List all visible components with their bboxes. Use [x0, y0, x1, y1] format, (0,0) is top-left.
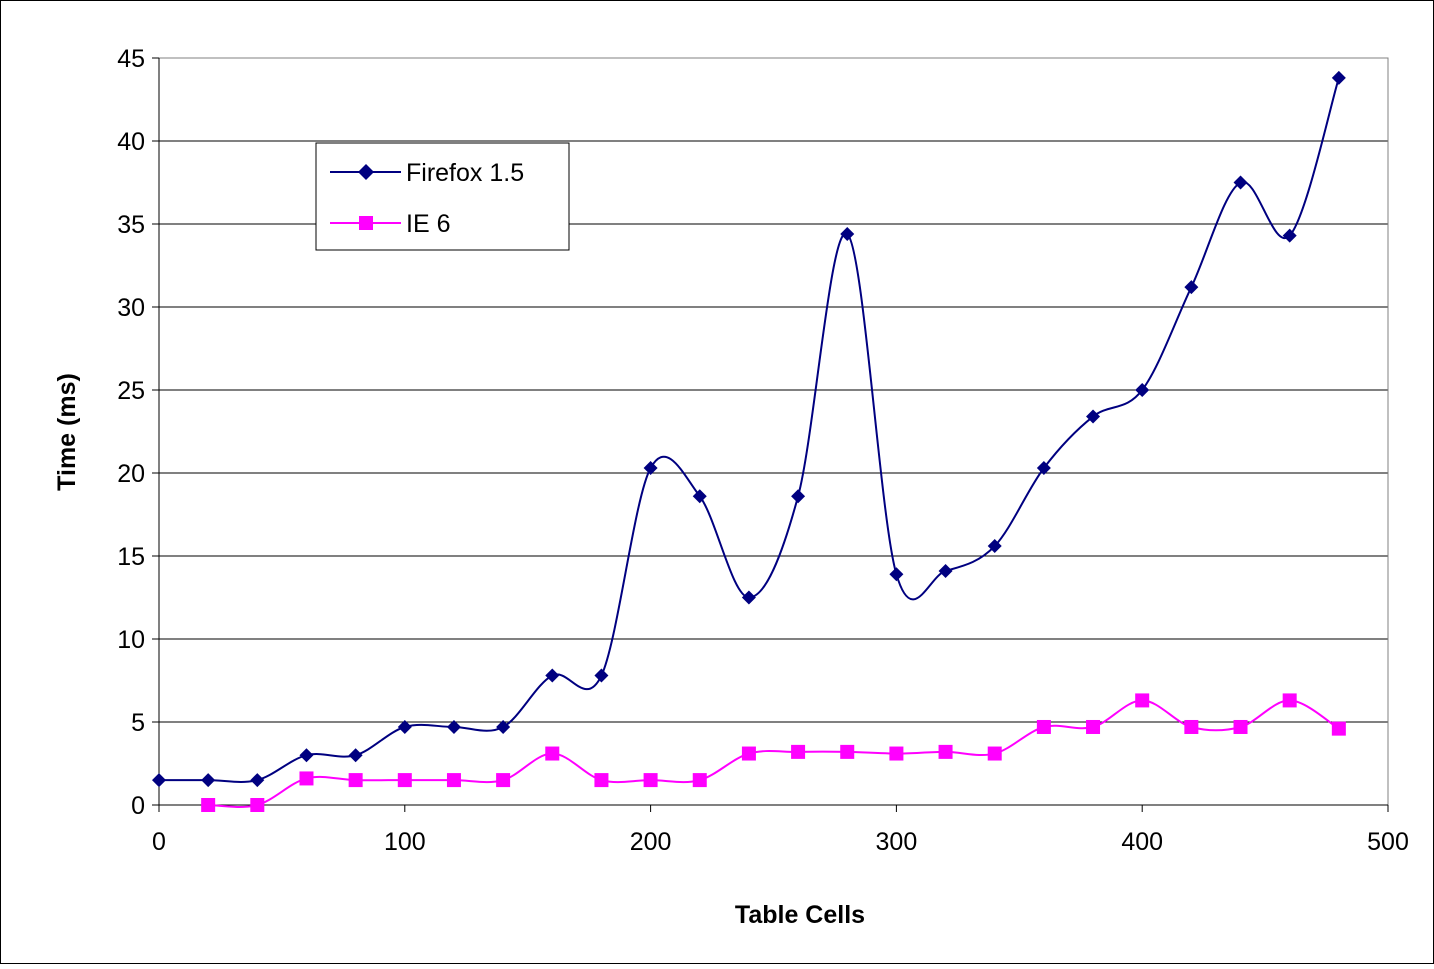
data-point-firefox	[446, 719, 461, 734]
x-tick-label: 0	[152, 828, 166, 856]
legend-marker-ie	[359, 216, 373, 230]
data-point-firefox	[594, 668, 609, 683]
y-tick-label: 5	[131, 709, 145, 737]
data-point-ie	[1086, 719, 1101, 734]
data-point-ie	[643, 773, 658, 788]
data-point-firefox	[201, 773, 216, 788]
y-tick-label: 45	[117, 45, 145, 73]
y-tick-label: 15	[117, 543, 145, 571]
y-tick-label: 10	[117, 626, 145, 654]
x-axis: 0 100 200 300 400 500	[152, 804, 1409, 856]
data-point-firefox	[692, 489, 707, 504]
data-point-ie	[987, 746, 1002, 761]
legend-marker-firefox	[358, 164, 374, 180]
data-point-ie	[1184, 719, 1199, 734]
data-point-firefox	[1233, 175, 1248, 190]
data-point-firefox	[840, 226, 855, 241]
y-tick-label: 0	[131, 792, 145, 820]
data-point-ie	[446, 773, 461, 788]
data-point-firefox	[496, 719, 511, 734]
data-point-firefox	[889, 567, 904, 582]
data-point-firefox	[545, 668, 560, 683]
data-point-ie	[250, 798, 265, 812]
legend: Firefox 1.5 IE 6	[315, 142, 570, 251]
y-tick-label: 25	[117, 377, 145, 405]
data-point-ie	[545, 746, 560, 761]
series-firefox	[152, 70, 1346, 788]
data-point-firefox	[1135, 383, 1150, 397]
data-point-firefox	[938, 563, 953, 578]
data-point-firefox	[250, 773, 265, 788]
x-tick-label: 500	[1367, 828, 1409, 856]
series-layer	[152, 70, 1346, 812]
data-point-ie	[496, 773, 511, 788]
y-axis: 0 5 10 15 20 25 30 35 40 45	[117, 45, 160, 820]
data-point-ie	[1331, 721, 1346, 736]
x-tick-label: 300	[876, 828, 918, 856]
x-tick-label: 200	[630, 828, 672, 856]
data-point-ie	[397, 773, 412, 788]
y-tick-label: 40	[117, 128, 145, 156]
data-point-ie	[594, 773, 609, 788]
data-point-ie	[1282, 693, 1297, 708]
data-point-firefox	[1036, 461, 1051, 476]
data-point-ie	[1036, 719, 1051, 734]
data-point-firefox	[741, 590, 756, 605]
legend-label-ie: IE 6	[406, 210, 450, 238]
data-point-firefox	[1331, 70, 1346, 85]
data-point-ie	[889, 746, 904, 761]
x-axis-title: Table Cells	[735, 901, 865, 929]
data-point-ie	[348, 773, 363, 788]
data-point-ie	[791, 744, 806, 759]
data-point-firefox	[1184, 280, 1199, 295]
data-point-firefox	[987, 539, 1002, 554]
data-point-firefox	[791, 489, 806, 504]
x-tick-label: 100	[384, 828, 426, 856]
y-axis-title: Time (ms)	[53, 373, 81, 491]
y-tick-label: 30	[117, 294, 145, 322]
y-tick-label: 20	[117, 460, 145, 488]
data-point-firefox	[397, 719, 412, 734]
data-point-firefox	[348, 748, 363, 763]
data-point-firefox	[152, 773, 166, 788]
data-point-ie	[692, 773, 707, 788]
data-point-firefox	[299, 748, 314, 763]
data-point-ie	[840, 744, 855, 759]
y-tick-label: 35	[117, 211, 145, 239]
data-point-ie	[299, 771, 314, 786]
series-ie	[201, 693, 1346, 812]
data-point-ie	[741, 746, 756, 761]
data-point-ie	[201, 798, 216, 812]
x-tick-label: 400	[1121, 828, 1163, 856]
legend-label-firefox: Firefox 1.5	[406, 159, 524, 187]
legend-box	[315, 142, 570, 251]
data-point-ie	[938, 744, 953, 759]
data-point-ie	[1233, 719, 1248, 734]
data-point-firefox	[643, 461, 658, 476]
data-point-ie	[1135, 693, 1150, 708]
data-point-firefox	[1282, 228, 1297, 243]
data-point-firefox	[1086, 409, 1101, 424]
